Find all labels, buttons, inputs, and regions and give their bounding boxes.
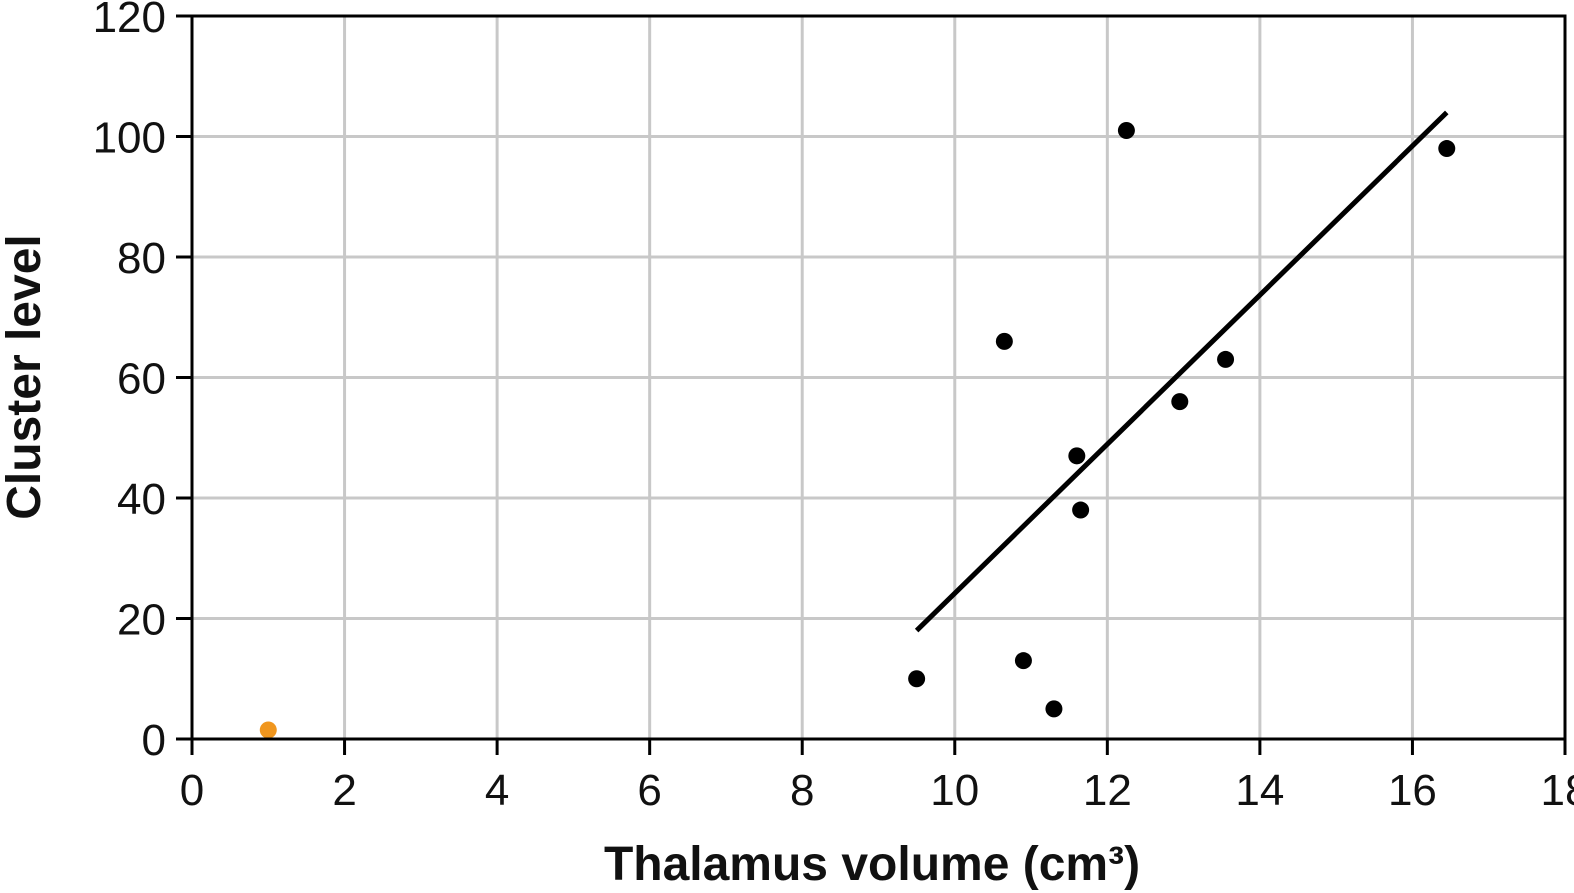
y-tick-label: 40 [117,475,166,524]
y-axis-title: Cluster level [0,234,51,519]
data-point [1117,121,1135,139]
grid [190,14,1567,741]
data-point [1014,652,1032,670]
x-tick-label: 14 [1235,766,1284,815]
data-point [1072,501,1090,519]
data-point [995,332,1013,350]
trendline-group [914,110,1449,633]
x-tick-label: 0 [180,766,204,815]
data-point [1045,700,1063,718]
y-tick-label: 60 [117,355,166,404]
trendline [914,110,1449,633]
x-tick-label: 16 [1388,766,1437,815]
x-tick-label: 10 [930,766,979,815]
x-tick-label: 4 [485,766,509,815]
x-tick-label: 2 [332,766,356,815]
data-point [1217,350,1235,368]
data-point [259,721,277,739]
data-point [1171,393,1189,411]
x-tick-label: 12 [1083,766,1132,815]
x-axis-title: Thalamus volume (cm³) [604,838,1140,891]
x-tick-label: 18 [1541,766,1574,815]
x-tick-label: 8 [790,766,814,815]
axes [176,14,1567,755]
data-point [1438,140,1456,158]
y-tick-label: 100 [93,114,166,163]
tick-labels: 0 2 4 6 8 10 12 14 16 18 0 20 40 60 80 100 120 [93,0,1574,815]
data-points [259,121,1456,739]
y-tick-label: 120 [93,0,166,42]
data-point [1068,447,1086,465]
y-tick-label: 20 [117,596,166,645]
y-tick-label: 80 [117,234,166,283]
x-tick-label: 6 [637,766,661,815]
data-point [908,670,926,688]
y-tick-label: 0 [142,716,166,765]
